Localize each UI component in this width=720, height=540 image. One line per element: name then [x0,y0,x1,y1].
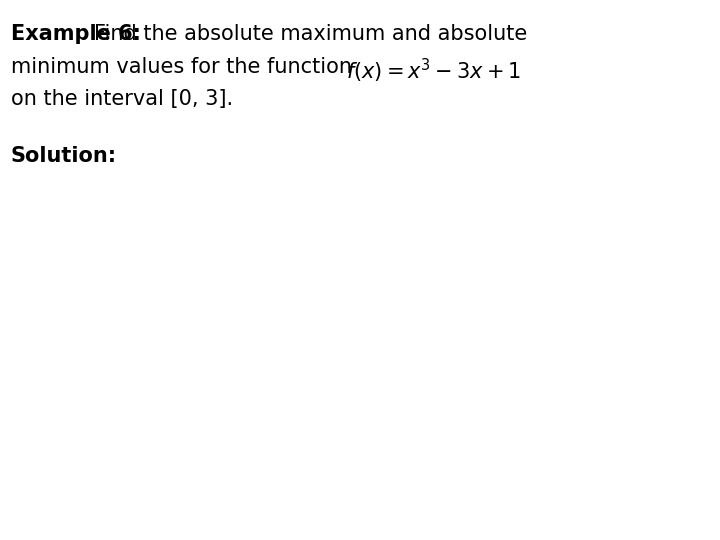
Text: $f(x) = x^3 - 3x + 1$: $f(x) = x^3 - 3x + 1$ [346,57,521,85]
Text: minimum values for the function: minimum values for the function [11,57,365,77]
Text: on the interval [0, 3].: on the interval [0, 3]. [11,89,233,109]
Text: Solution:: Solution: [11,146,117,166]
Text: Example 6:: Example 6: [11,24,148,44]
Text: Find the absolute maximum and absolute: Find the absolute maximum and absolute [94,24,527,44]
